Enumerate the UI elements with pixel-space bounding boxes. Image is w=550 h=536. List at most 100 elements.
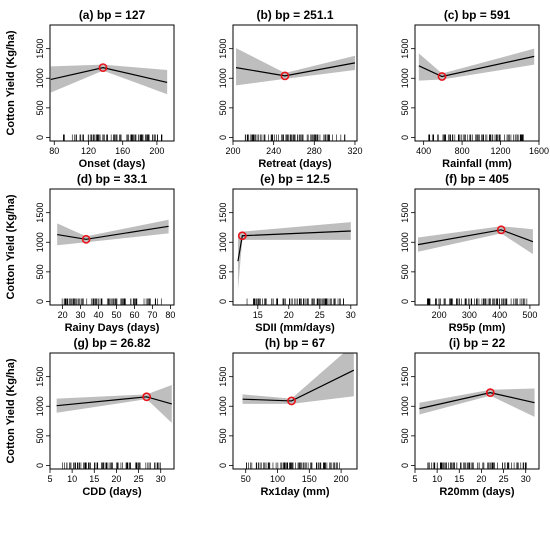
x-axis-label: Rx1day (mm) xyxy=(260,486,329,498)
y-tick-label: 1000 xyxy=(218,232,228,252)
plot-frame xyxy=(49,188,175,306)
x-tick-label: 400 xyxy=(416,146,431,156)
confidence-band xyxy=(236,48,355,86)
confidence-band xyxy=(50,64,168,95)
x-tick-label: 30 xyxy=(156,474,166,484)
fitted-line xyxy=(50,66,168,83)
plot-frame xyxy=(49,352,175,470)
confidence-band xyxy=(242,353,354,404)
data-rug xyxy=(62,462,161,469)
data-rug xyxy=(61,298,162,305)
y-tick-label: 500 xyxy=(400,264,410,279)
y-tick-label: 0 xyxy=(400,135,410,140)
plot-frame xyxy=(414,24,540,142)
confidence-band xyxy=(419,388,535,417)
x-axis-label: R20mm (days) xyxy=(439,486,515,498)
y-tick-label: 1500 xyxy=(218,39,228,59)
x-axis-label: CDD (days) xyxy=(82,486,142,498)
y-tick-label: 1500 xyxy=(400,203,410,223)
breakpoint-marker xyxy=(280,71,290,81)
panel-b: 0 500 1000 1500 200 240 280 320 (b) bp = 251.1 Re… xyxy=(218,8,362,170)
panel-title: (i) bp = 22 xyxy=(449,336,506,350)
y-tick-label: 0 xyxy=(400,463,410,468)
y-tick-label: 500 xyxy=(35,264,45,279)
breakpoint-marker xyxy=(485,388,495,398)
x-tick-label: 160 xyxy=(115,146,130,156)
y-axis-label: Cotton Yield (Kg/ha) xyxy=(5,358,17,463)
data-rug xyxy=(62,134,163,141)
x-tick-label: 300 xyxy=(462,310,477,320)
x-tick-label: 50 xyxy=(241,474,251,484)
x-tick-label: 80 xyxy=(165,310,175,320)
plot-area xyxy=(418,48,535,141)
x-tick-label: 500 xyxy=(522,310,537,320)
panel-title: (h) bp = 67 xyxy=(265,336,326,350)
x-tick-label: 30 xyxy=(521,474,531,484)
data-rug xyxy=(244,134,346,141)
data-rug xyxy=(428,134,524,141)
breakpoint-marker xyxy=(98,63,108,73)
x-tick-label: 150 xyxy=(302,474,317,484)
x-tick-label: 15 xyxy=(89,474,99,484)
panel-g: 0 500 1000 1500 5 10 15 20 25 30 (g) bp = 26.82 CDD… xyxy=(5,336,175,498)
y-tick-label: 0 xyxy=(218,135,228,140)
plot-area xyxy=(50,64,168,141)
x-axis-label: Onset (days) xyxy=(79,158,146,170)
y-tick-label: 1000 xyxy=(400,232,410,252)
x-tick-label: 40 xyxy=(94,310,104,320)
plot-frame xyxy=(414,188,540,306)
plot-frame xyxy=(49,24,175,142)
x-tick-label: 50 xyxy=(111,310,121,320)
y-tick-label: 500 xyxy=(218,264,228,279)
plot-frame xyxy=(232,24,358,142)
y-tick-label: 0 xyxy=(218,463,228,468)
x-tick-label: 25 xyxy=(499,474,509,484)
plot-frame xyxy=(232,352,358,470)
x-tick-label: 240 xyxy=(266,146,281,156)
y-tick-label: 500 xyxy=(35,428,45,443)
plot-frame xyxy=(414,352,540,470)
x-tick-label: 120 xyxy=(81,146,96,156)
x-tick-label: 100 xyxy=(270,474,285,484)
x-axis-label: Rainy Days (days) xyxy=(65,322,160,334)
data-rug xyxy=(427,462,527,469)
y-tick-label: 1500 xyxy=(400,39,410,59)
y-tick-label: 0 xyxy=(35,463,45,468)
y-tick-label: 500 xyxy=(218,428,228,443)
y-tick-label: 1000 xyxy=(35,68,45,88)
x-tick-label: 70 xyxy=(147,310,157,320)
y-tick-label: 0 xyxy=(218,299,228,304)
plot-area xyxy=(57,219,169,305)
y-tick-label: 1000 xyxy=(218,68,228,88)
breakpoint-marker xyxy=(142,392,152,402)
fitted-line xyxy=(242,369,355,402)
panel-title: (e) bp = 12.5 xyxy=(260,172,330,186)
x-tick-label: 200 xyxy=(334,474,349,484)
confidence-band xyxy=(418,48,535,81)
panel-h: 0 500 1000 1500 50 100 150 200 (h) bp = 67 Rx1day… xyxy=(218,336,358,498)
y-tick-label: 1000 xyxy=(35,232,45,252)
x-tick-label: 200 xyxy=(149,146,164,156)
plot-area xyxy=(242,353,355,469)
y-axis-label: Cotton Yield (Kg/ha) xyxy=(5,30,17,135)
data-rug xyxy=(246,298,344,305)
y-tick-label: 1500 xyxy=(35,39,45,59)
y-tick-label: 0 xyxy=(35,299,45,304)
y-tick-label: 500 xyxy=(218,100,228,115)
panel-c: 0 500 1000 1500 400 800 1200 1600 (c) bp = 591 Ra… xyxy=(400,8,549,170)
x-axis-label: Retreat (days) xyxy=(258,158,332,170)
data-rug xyxy=(427,298,528,305)
x-axis-label: R95p (mm) xyxy=(449,322,506,334)
x-tick-label: 200 xyxy=(432,310,447,320)
plot-area xyxy=(56,384,172,469)
x-tick-label: 20 xyxy=(284,310,294,320)
panel-e: 0 500 1000 1500 15 20 25 30 (e) bp = 12.5 SDII (m… xyxy=(218,172,358,334)
y-tick-label: 0 xyxy=(400,299,410,304)
x-tick-label: 800 xyxy=(455,146,470,156)
plot-area xyxy=(237,222,351,305)
x-axis-label: Rainfall (mm) xyxy=(442,158,512,170)
x-tick-label: 1600 xyxy=(529,146,549,156)
x-tick-label: 25 xyxy=(315,310,325,320)
x-tick-label: 10 xyxy=(432,474,442,484)
